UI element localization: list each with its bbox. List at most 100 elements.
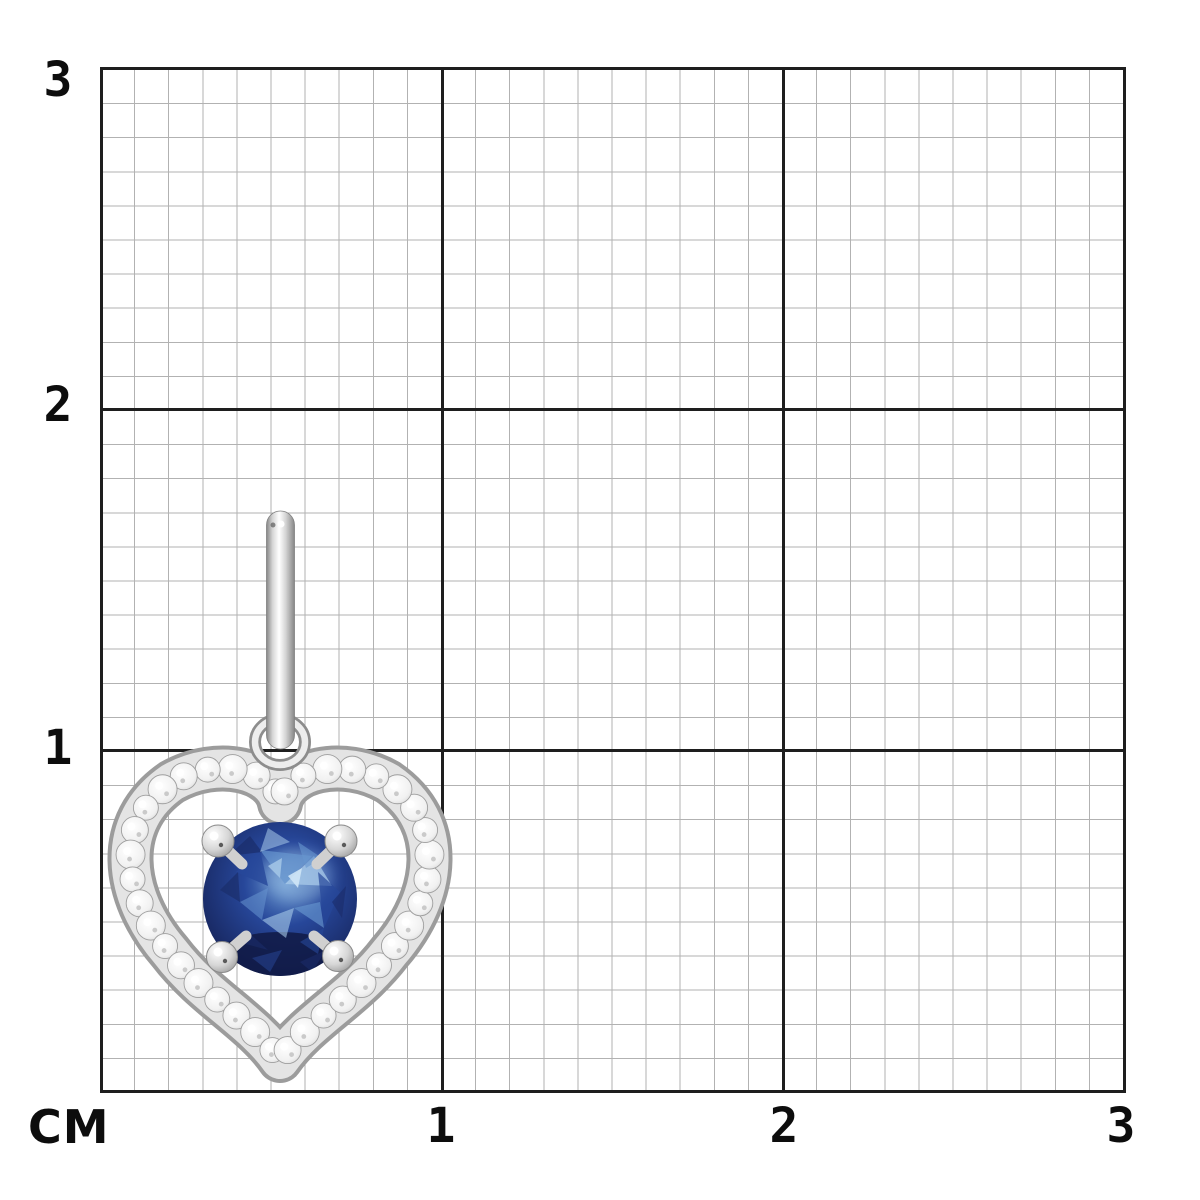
prong-ball (324, 824, 358, 858)
diamond-sparkle (155, 781, 164, 790)
diamond-sparkle (157, 938, 166, 947)
halo-diamond (273, 1036, 302, 1065)
diamond-facet-chip (424, 881, 429, 887)
diamond-facet-chip (301, 1034, 307, 1039)
diamond-sparkle (143, 918, 152, 927)
diamond-sparkle (132, 895, 141, 904)
diamond-sparkle (389, 781, 398, 790)
diamond-sparkle (125, 871, 134, 880)
diamond-facet-chip (339, 1001, 345, 1007)
diamond-facet-chip (136, 832, 142, 837)
halo-diamond (328, 985, 357, 1014)
diamond-sparkle (277, 783, 286, 792)
prongs (201, 824, 358, 973)
diamond-facet-chip (152, 927, 158, 933)
diamond-facet-chip (127, 856, 132, 862)
diamond-facet-chip (328, 771, 334, 776)
diamond-sparkle (419, 871, 428, 880)
diamond-sparkle (173, 957, 182, 966)
diamond-facet-chip (394, 791, 399, 797)
x-tick-1: 1 (426, 1098, 456, 1154)
diamond-sparkle (368, 768, 377, 777)
halo-diamond (167, 951, 195, 980)
pave-diamonds (115, 754, 445, 1065)
diamond-facet-chip (195, 985, 200, 991)
halo-diamond (400, 793, 429, 822)
diamond-sparkle (127, 822, 136, 831)
diamond-facet-chip (421, 832, 427, 837)
halo-diamond (407, 890, 434, 917)
diamond-facet-chip (405, 927, 411, 933)
diamond-facet-chip (136, 905, 142, 911)
halo-diamond (115, 839, 146, 870)
diamond-facet-chip (348, 771, 354, 777)
diamond-facet-chip (209, 771, 215, 777)
diamond-sparkle (401, 918, 410, 927)
prong-ball (322, 940, 354, 972)
diamond-sparkle (123, 847, 132, 856)
halo-diamond (382, 774, 413, 805)
diamond-facet-chip (229, 771, 235, 776)
diamond-sparkle (190, 975, 199, 984)
diamond-sparkle (138, 800, 147, 809)
prong-ball (206, 941, 238, 973)
diamond-facet-chip (256, 1034, 262, 1039)
halo-diamond (338, 755, 367, 784)
diamond-sparkle (225, 761, 234, 770)
diamond-sparkle (371, 957, 380, 966)
diamond-facet-chip (421, 905, 427, 911)
halo-diamond (413, 865, 442, 894)
diamond-sparkle (406, 800, 415, 809)
diamond-facet-chip (289, 1052, 294, 1057)
y-tick-1: 1 (43, 720, 73, 776)
heart-halo-band (107, 745, 453, 1083)
diamond-sparkle (247, 1024, 256, 1033)
diamond-sparkle (280, 1042, 289, 1051)
diamond-facet-chip (396, 948, 402, 953)
diamond-facet-chip (161, 948, 167, 953)
halo-diamond (217, 754, 248, 784)
halo-diamond (183, 968, 214, 999)
diamond-sparkle (209, 992, 218, 1001)
unit-label-cm: СМ (28, 1100, 110, 1154)
halo-diamond (414, 839, 445, 870)
halo-diamond (222, 1001, 251, 1030)
diamond-facet-chip (218, 1001, 224, 1007)
diamond-sparkle (176, 768, 185, 777)
diamond-facet-chip (286, 793, 291, 799)
diamond-sparkle (421, 847, 430, 856)
diamond-sparkle (249, 768, 258, 777)
halo-diamond (380, 932, 409, 961)
halo-diamond (135, 910, 166, 941)
diamond-sparkle (344, 762, 353, 771)
diamond-facet-chip (182, 967, 188, 973)
prong-ball (201, 824, 235, 858)
diamond-facet-chip (377, 778, 383, 784)
diamond-facet-chip (415, 809, 421, 815)
diamond-sparkle (412, 895, 421, 904)
halo-diamond (240, 1017, 271, 1047)
diamond-sparkle (228, 1008, 237, 1017)
diamond-facet-chip (300, 777, 305, 783)
diamond-sparkle (319, 761, 328, 770)
halo-diamond (194, 756, 221, 783)
halo-diamond (270, 777, 299, 806)
halo-diamond (147, 774, 178, 805)
diamond-sparkle (295, 768, 304, 777)
halo-diamond (289, 1017, 320, 1047)
diamond-facet-chip (142, 809, 148, 815)
x-tick-3: 3 (1106, 1098, 1136, 1154)
halo-diamond (119, 866, 146, 893)
diamond-sparkle (316, 1008, 325, 1017)
diamond-facet-chip (363, 985, 368, 991)
diamond-facet-chip (164, 791, 169, 797)
halo-diamond (169, 762, 198, 791)
diamond-facet-chip (180, 778, 186, 784)
diamond-facet-chip (375, 967, 381, 973)
diamond-sparkle (387, 938, 396, 947)
diamond-facet-chip (269, 1052, 274, 1057)
halo-diamond (363, 763, 390, 790)
diamond-facet-chip (431, 856, 436, 862)
halo-diamond (394, 910, 425, 941)
